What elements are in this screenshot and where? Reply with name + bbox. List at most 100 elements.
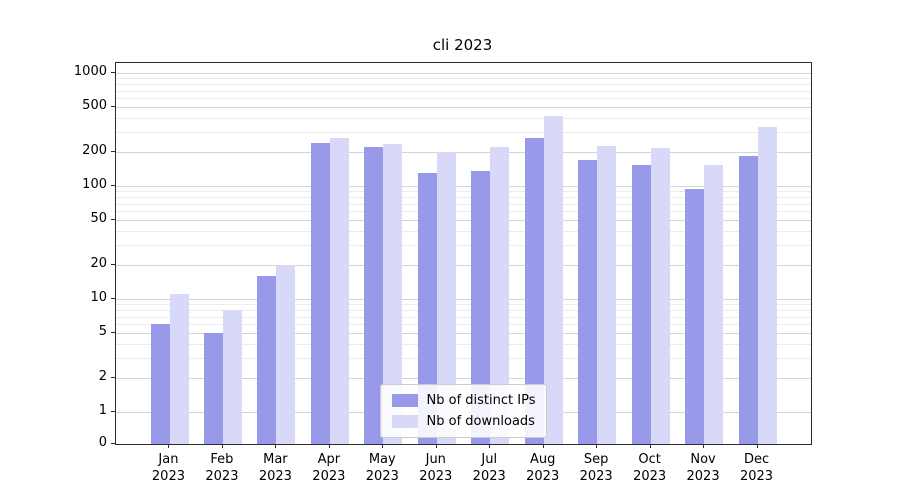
gridline-20 <box>116 265 811 266</box>
x-tick-label-jun: Jun 2023 <box>419 452 453 484</box>
y-tick-mark-100 <box>111 185 115 186</box>
bar-distinct-ips-aug <box>524 138 544 444</box>
bar-distinct-ips-feb <box>203 333 223 444</box>
bar-distinct-ips-nov <box>685 188 705 444</box>
x-tick-mark-jun <box>435 444 437 448</box>
gridline-2 <box>116 378 811 379</box>
gridline-1000 <box>116 73 811 74</box>
bar-downloads-apr <box>329 138 349 444</box>
x-tick-label-nov: Nov 2023 <box>686 452 720 484</box>
gridline-7 <box>116 316 811 318</box>
gridline-4 <box>116 344 811 345</box>
y-tick-label-20: 20 <box>90 255 107 271</box>
bar-distinct-ips-jun <box>417 173 437 444</box>
bar-downloads-mar <box>276 265 296 444</box>
bar-distinct-ips-may <box>364 147 384 444</box>
y-tick-mark-1000 <box>111 72 115 73</box>
legend-item-distinct-ips: Nb of distinct IPs <box>391 393 536 408</box>
y-tick-label-1: 1 <box>98 403 107 418</box>
legend-label-downloads: Nb of downloads <box>426 414 535 429</box>
gridline-90 <box>116 191 811 193</box>
y-tick-mark-2 <box>111 376 115 378</box>
chart-title: cli 2023 <box>432 36 493 54</box>
gridline-800 <box>116 84 811 85</box>
y-tick-mark-200 <box>111 150 115 152</box>
gridline-6 <box>116 324 811 326</box>
gridline-70 <box>116 203 811 205</box>
gridline-10 <box>116 299 811 300</box>
bar-downloads-may <box>383 144 403 444</box>
gridline-400 <box>116 118 811 119</box>
y-tick-label-2: 2 <box>98 368 107 384</box>
bar-downloads-aug <box>543 115 563 444</box>
x-tick-label-feb: Feb 2023 <box>205 452 239 484</box>
x-tick-label-jan: Jan 2023 <box>151 452 185 484</box>
gridline-100 <box>116 186 811 187</box>
y-tick-mark-10 <box>111 298 115 299</box>
y-tick-label-1000: 1000 <box>73 64 107 79</box>
y-tick-mark-0 <box>111 443 115 444</box>
bar-distinct-ips-mar <box>257 275 277 444</box>
gridline-200 <box>116 152 811 153</box>
legend-item-downloads: Nb of downloads <box>391 414 536 429</box>
gridline-9 <box>116 304 811 306</box>
x-tick-mark-mar <box>275 444 277 448</box>
bar-downloads-nov <box>704 164 724 444</box>
gridline-60 <box>116 211 811 213</box>
gridline-900 <box>116 78 811 80</box>
gridline-40 <box>116 231 811 232</box>
bar-distinct-ips-sep <box>578 160 598 444</box>
x-tick-label-sep: Sep 2023 <box>579 452 613 484</box>
x-tick-mark-apr <box>328 444 330 448</box>
x-tick-mark-feb <box>221 444 223 448</box>
bar-downloads-feb <box>222 310 242 444</box>
x-tick-mark-sep <box>596 444 598 448</box>
bar-downloads-sep <box>597 146 617 444</box>
bar-distinct-ips-jul <box>471 171 491 444</box>
y-tick-mark-5 <box>111 332 115 334</box>
legend-swatch-distinct-ips <box>391 394 418 407</box>
gridline-600 <box>116 98 811 100</box>
x-tick-label-apr: Apr 2023 <box>312 452 346 484</box>
x-tick-label-jul: Jul 2023 <box>472 452 506 484</box>
legend: Nb of distinct IPs Nb of downloads <box>379 384 548 438</box>
bar-downloads-jun <box>436 152 456 444</box>
gridline-300 <box>116 132 811 134</box>
x-tick-mark-may <box>382 444 384 448</box>
y-tick-mark-50 <box>111 219 115 221</box>
legend-label-distinct-ips: Nb of distinct IPs <box>426 393 536 408</box>
y-tick-label-10: 10 <box>90 290 107 305</box>
y-tick-label-100: 100 <box>82 177 107 192</box>
plot-area: Nb of distinct IPs Nb of downloads <box>115 62 812 445</box>
x-tick-label-may: May 2023 <box>365 452 399 484</box>
bar-distinct-ips-apr <box>310 143 330 444</box>
y-tick-label-500: 500 <box>82 98 107 114</box>
y-tick-mark-20 <box>111 263 115 265</box>
x-tick-mark-oct <box>649 444 651 448</box>
y-tick-mark-1 <box>111 411 115 412</box>
gridline-3 <box>116 358 811 360</box>
x-tick-mark-jul <box>489 444 491 448</box>
x-tick-label-mar: Mar 2023 <box>258 452 292 484</box>
y-tick-label-200: 200 <box>82 142 107 158</box>
x-tick-label-aug: Aug 2023 <box>526 452 560 484</box>
x-tick-label-dec: Dec 2023 <box>739 452 774 484</box>
gridline-8 <box>116 310 811 311</box>
bar-downloads-jul <box>490 147 510 444</box>
bar-downloads-oct <box>650 148 670 444</box>
gridline-5 <box>116 333 811 334</box>
bar-downloads-dec <box>757 127 777 444</box>
x-tick-mark-aug <box>542 444 544 448</box>
bar-downloads-jan <box>169 294 189 444</box>
gridline-30 <box>116 245 811 247</box>
x-tick-mark-nov <box>703 444 705 448</box>
x-tick-mark-jan <box>168 444 170 448</box>
bar-distinct-ips-oct <box>631 164 651 444</box>
y-tick-label-0: 0 <box>98 435 107 450</box>
x-tick-mark-dec <box>756 444 758 448</box>
x-tick-label-oct: Oct 2023 <box>633 452 667 484</box>
y-tick-label-50: 50 <box>90 211 107 227</box>
y-tick-label-5: 5 <box>98 324 107 340</box>
bar-distinct-ips-dec <box>738 155 758 444</box>
